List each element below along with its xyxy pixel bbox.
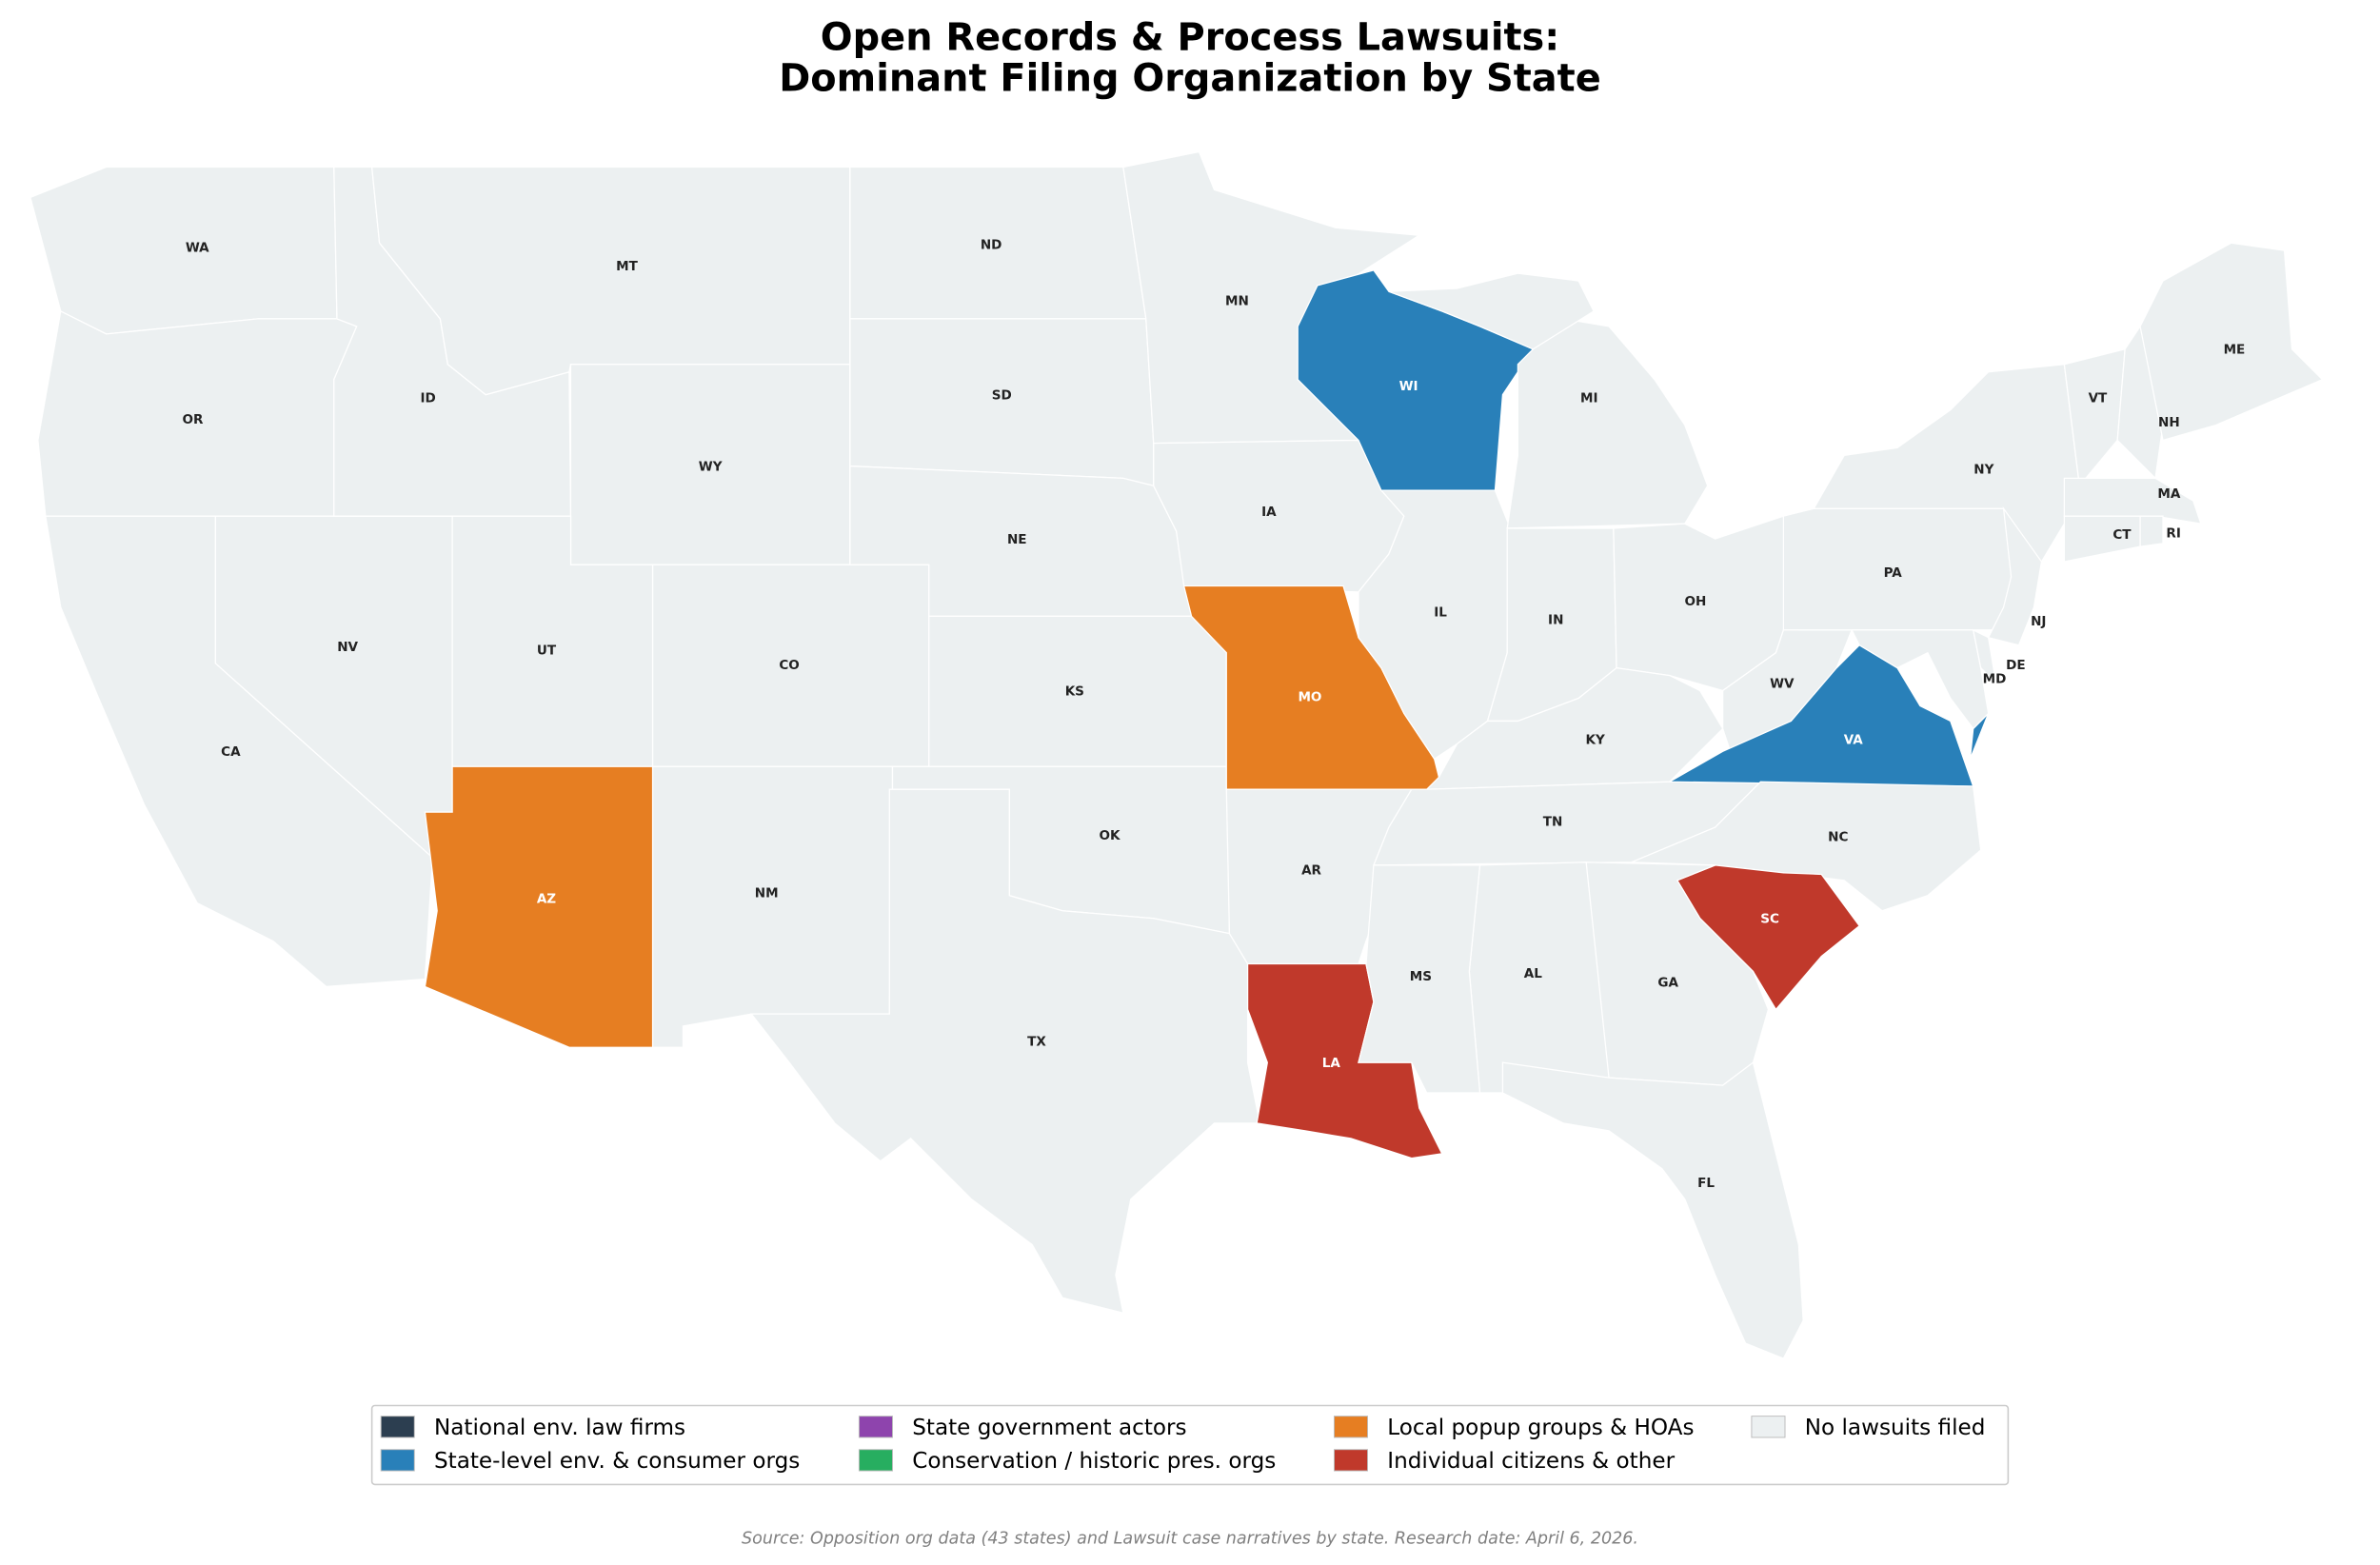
legend-label-state_level: State-level env. & consumer orgs bbox=[434, 1449, 800, 1474]
legend-swatch-state_level bbox=[380, 1449, 415, 1472]
state-label-ia: IA bbox=[1261, 505, 1277, 520]
state-ri bbox=[2139, 515, 2164, 547]
state-label-ri: RI bbox=[2166, 526, 2180, 542]
state-label-ne: NE bbox=[1007, 532, 1027, 547]
state-label-va: VA bbox=[1844, 732, 1864, 747]
state-label-tx: TX bbox=[1027, 1035, 1046, 1050]
state-label-wi: WI bbox=[1399, 379, 1418, 394]
legend: National env. law firms State-level env. … bbox=[370, 1404, 2010, 1486]
legend-swatch-none bbox=[1751, 1416, 1786, 1438]
state-label-ct: CT bbox=[2112, 527, 2132, 543]
state-nj bbox=[1987, 505, 2043, 646]
state-label-nj: NJ bbox=[2031, 614, 2046, 629]
state-tx bbox=[749, 788, 1261, 1315]
chart-title-line2: Dominant Filing Organization by State bbox=[779, 57, 1601, 101]
legend-label-state_gov: State government actors bbox=[912, 1416, 1186, 1440]
legend-swatch-state_gov bbox=[858, 1416, 893, 1438]
state-label-or: OR bbox=[183, 412, 205, 427]
state-label-ma: MA bbox=[2157, 486, 2180, 502]
state-label-wy: WY bbox=[699, 459, 723, 474]
legend-label-conservation: Conservation / historic pres. orgs bbox=[912, 1449, 1276, 1474]
legend-swatch-individual bbox=[1333, 1449, 1369, 1472]
state-label-nc: NC bbox=[1828, 829, 1848, 844]
state-de bbox=[1972, 628, 1997, 685]
state-label-ms: MS bbox=[1410, 969, 1432, 984]
state-label-vt: VT bbox=[2089, 391, 2108, 406]
state-label-nv: NV bbox=[337, 640, 358, 655]
source-note: Source: Opposition org data (43 states) … bbox=[742, 1530, 1638, 1549]
legend-swatch-national bbox=[380, 1416, 415, 1438]
state-label-nd: ND bbox=[981, 238, 1002, 253]
legend-label-local: Local popup groups & HOAs bbox=[1387, 1416, 1694, 1440]
state-label-ny: NY bbox=[1973, 463, 1993, 478]
state-ky bbox=[1425, 666, 1724, 790]
state-label-ut: UT bbox=[537, 643, 557, 658]
state-pa bbox=[1782, 507, 2028, 631]
legend-swatch-conservation bbox=[858, 1449, 893, 1472]
legend-swatch-local bbox=[1333, 1416, 1369, 1438]
state-me bbox=[2139, 242, 2324, 442]
legend-frame bbox=[370, 1404, 2010, 1486]
state-label-mt: MT bbox=[616, 259, 638, 274]
state-nh bbox=[2116, 325, 2164, 480]
state-label-mo: MO bbox=[1298, 690, 1321, 705]
state-label-ok: OK bbox=[1099, 828, 1121, 843]
state-label-in: IN bbox=[1548, 612, 1563, 627]
legend-label-none: No lawsuits filed bbox=[1805, 1416, 1986, 1440]
state-label-nh: NH bbox=[2158, 415, 2180, 430]
state-label-la: LA bbox=[1322, 1056, 1341, 1071]
legend-label-national: National env. law firms bbox=[434, 1416, 685, 1440]
legend-label-individual: Individual citizens & other bbox=[1387, 1449, 1675, 1474]
state-label-mn: MN bbox=[1225, 294, 1249, 309]
state-label-wa: WA bbox=[186, 241, 209, 256]
state-label-ca: CA bbox=[221, 744, 241, 760]
state-label-ar: AR bbox=[1301, 862, 1321, 878]
state-label-ky: KY bbox=[1586, 732, 1605, 747]
chart-title-line1: Open Records & Process Lawsuits: bbox=[821, 16, 1559, 60]
state-mi bbox=[1388, 272, 1595, 350]
state-label-id: ID bbox=[420, 391, 435, 406]
state-fl bbox=[1501, 1061, 1804, 1359]
state-label-de: DE bbox=[2006, 658, 2025, 673]
state-label-ga: GA bbox=[1657, 975, 1678, 990]
state-labels-layer: WA OR CA NV ID MT WY UT AZ CO NM ND SD NE KS OK TX MN IA MO… bbox=[183, 238, 2246, 1191]
state-label-pa: PA bbox=[1884, 565, 1903, 581]
state-label-oh: OH bbox=[1685, 594, 1707, 609]
state-label-me: ME bbox=[2224, 343, 2246, 358]
state-mi bbox=[1506, 318, 1709, 529]
state-wa bbox=[30, 166, 338, 335]
state-ms bbox=[1358, 864, 1481, 1094]
state-label-tn: TN bbox=[1543, 814, 1563, 829]
state-label-fl: FL bbox=[1697, 1176, 1715, 1191]
state-label-sc: SC bbox=[1760, 911, 1779, 926]
state-label-md: MD bbox=[1983, 672, 2007, 687]
state-nc bbox=[1631, 781, 1982, 912]
state-label-co: CO bbox=[779, 658, 799, 673]
state-label-ks: KS bbox=[1065, 683, 1084, 699]
state-label-al: AL bbox=[1524, 966, 1542, 981]
state-label-az: AZ bbox=[537, 892, 556, 907]
state-label-sd: SD bbox=[992, 387, 1012, 403]
state-ia bbox=[1153, 439, 1405, 593]
state-label-wv: WV bbox=[1770, 676, 1795, 691]
state-label-nm: NM bbox=[755, 885, 779, 901]
state-label-mi: MI bbox=[1580, 391, 1598, 406]
states-layer bbox=[30, 150, 2324, 1359]
state-nm bbox=[651, 765, 894, 1048]
state-label-il: IL bbox=[1434, 604, 1447, 620]
